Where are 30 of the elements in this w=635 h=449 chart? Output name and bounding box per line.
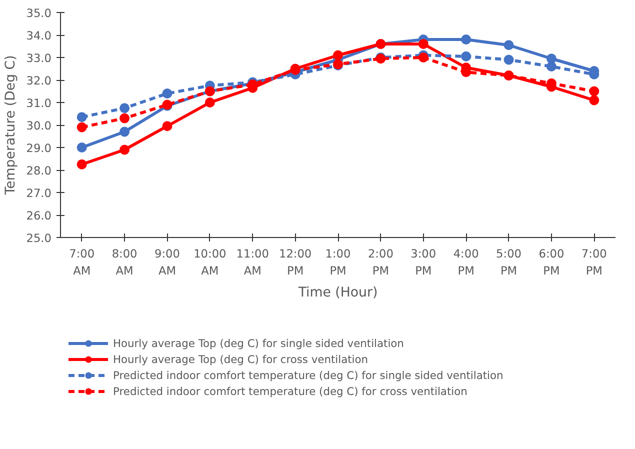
legend-label: Hourly average Top (deg C) for single sided ventilation: [113, 336, 404, 350]
y-tick-label: 32.0: [26, 74, 52, 88]
x-tick-label: 5:00 PM: [496, 246, 522, 278]
x-tick-label: 7:00 AM: [69, 246, 95, 278]
legend-label: Hourly average Top (deg C) for cross ventilation: [113, 352, 368, 366]
x-tick-label: 2:00 PM: [368, 246, 394, 278]
y-tick-label: 35.0: [26, 6, 52, 20]
y-tick-label: 25.0: [26, 231, 52, 245]
x-tick-label: 8:00 AM: [112, 246, 138, 278]
y-tick-label: 34.0: [26, 28, 52, 42]
x-tick-label: 9:00 AM: [154, 246, 180, 278]
x-tick-label: 12:00 PM: [278, 246, 312, 278]
x-tick-label: 11:00 AM: [236, 246, 269, 278]
legend-label: Predicted indoor comfort temperature (deg C) for single sided ventilation: [113, 368, 504, 382]
y-tick-label: 28.0: [26, 164, 52, 178]
x-tick-label: 6:00 PM: [538, 246, 564, 278]
x-tick-label: 4:00 PM: [453, 246, 479, 278]
y-tick-label: 29.0: [26, 141, 52, 155]
x-axis-title: Time (Hour): [297, 285, 378, 300]
x-tick-label: 7:00 PM: [581, 246, 607, 278]
y-tick-label: 27.0: [26, 186, 52, 200]
y-tick-label: 26.0: [26, 208, 52, 222]
y-tick-label: 31.0: [26, 96, 52, 110]
y-axis-title: Temperature (Deg C): [3, 55, 18, 196]
x-tick-label: 10:00 AM: [194, 246, 226, 278]
y-tick-label: 30.0: [26, 118, 52, 132]
y-tick-label: 33.0: [26, 51, 52, 65]
legend-label: Predicted indoor comfort temperature (deg C) for cross ventilation: [113, 384, 468, 398]
x-tick-label: 1:00 PM: [325, 246, 351, 278]
x-tick-label: 3:00 PM: [410, 246, 436, 278]
